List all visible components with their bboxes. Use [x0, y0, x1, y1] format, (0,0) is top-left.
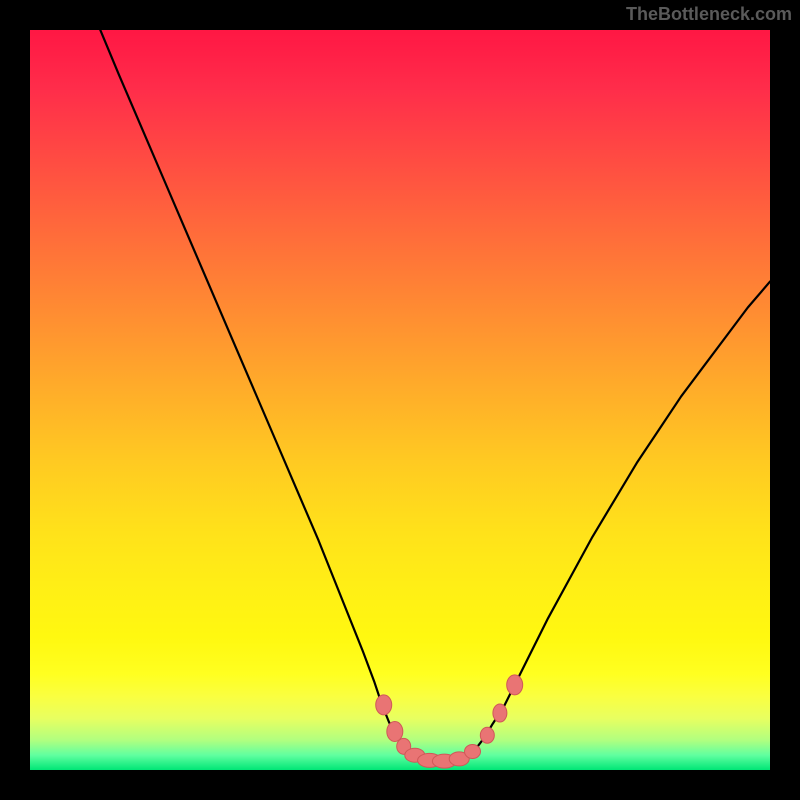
chart-container: [30, 30, 770, 770]
curve-marker: [376, 695, 392, 715]
curve-marker: [387, 722, 403, 742]
curve-marker: [507, 675, 523, 695]
chart-svg: [30, 30, 770, 770]
curve-marker: [480, 727, 494, 743]
curve-marker: [465, 745, 481, 759]
watermark-text: TheBottleneck.com: [626, 4, 792, 25]
bottleneck-curve: [100, 30, 770, 761]
curve-marker: [493, 704, 507, 722]
